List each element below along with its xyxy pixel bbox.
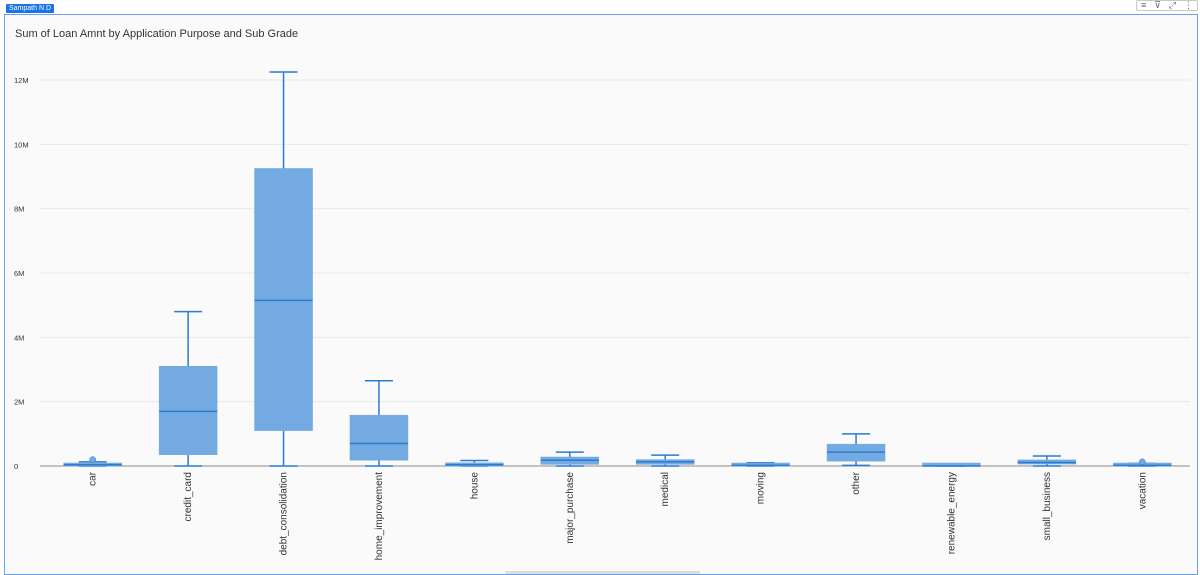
visual-container[interactable] <box>4 14 1198 575</box>
x-tick-label: home_improvement <box>374 472 385 561</box>
chart-title: Sum of Loan Amnt by Application Purpose … <box>15 28 299 40</box>
x-tick-label: major_purchase <box>565 472 576 544</box>
filter-icon[interactable]: ⊽ <box>1154 0 1161 10</box>
x-tick-label: renewable_energy <box>946 472 957 554</box>
outlier-point <box>89 456 96 463</box>
x-tick-label: car <box>88 471 99 486</box>
focus-mode-icon[interactable]: ⤢ <box>1168 0 1177 10</box>
x-tick-label: house <box>469 472 480 500</box>
y-tick-label: 12M <box>14 76 29 85</box>
x-tick-label: other <box>851 471 862 494</box>
author-badge: Sampath N D <box>6 4 55 13</box>
y-tick-label: 2M <box>14 398 24 407</box>
box-credit_card <box>158 366 218 455</box>
x-tick-label: medical <box>660 472 671 506</box>
more-options-icon[interactable]: ⋮ <box>1184 0 1193 10</box>
x-tick-label: debt_consolidation <box>279 472 290 555</box>
box-debt_consolidation <box>254 168 313 431</box>
x-tick-label: vacation <box>1137 472 1148 509</box>
horizontal-scrollbar[interactable] <box>505 571 700 574</box>
x-tick-label: moving <box>756 472 767 504</box>
visual-toolbar: ≡ ⊽ ⤢ ⋮ <box>1136 0 1198 11</box>
x-tick-label: small_business <box>1042 472 1053 540</box>
y-tick-label: 10M <box>14 140 29 149</box>
y-tick-label: 8M <box>14 205 24 214</box>
y-tick-label: 0 <box>14 462 18 471</box>
drag-handle-icon[interactable]: ≡ <box>1140 0 1147 10</box>
y-tick-label: 6M <box>14 269 24 278</box>
x-tick-label: credit_card <box>183 472 194 521</box>
y-tick-label: 4M <box>14 333 24 342</box>
box-home_improvement <box>349 414 409 461</box>
outlier-point <box>1139 458 1146 466</box>
